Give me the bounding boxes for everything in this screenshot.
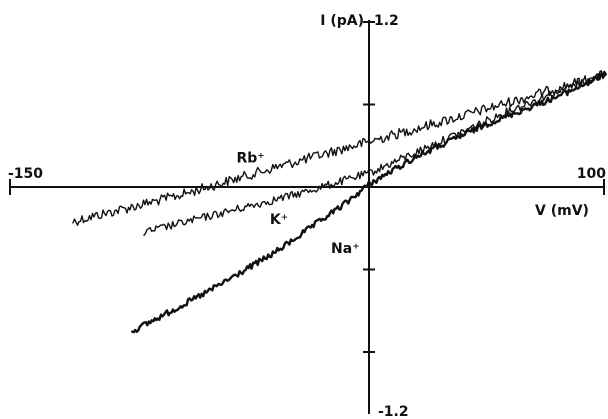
y-tick-label-max: 1.2 [374,13,399,29]
series-label-1: K⁺ [270,212,288,228]
y-axis-label: I (pA) [320,13,364,29]
traces [72,70,607,334]
labels: I (pA) V (mV) -150 100 1.2 -1.2 Rb⁺ K⁺ Na⁺ [8,13,606,419]
y-tick-label-min: -1.2 [378,404,409,419]
x-tick-label-min: -150 [8,166,43,182]
series-line-0 [72,70,607,226]
series-line-1 [143,72,607,237]
y-ticks [9,21,605,353]
series-label-2: Na⁺ [331,241,360,257]
x-tick-label-max: 100 [577,166,606,182]
series-label-0: Rb⁺ [236,150,264,166]
x-axis-label: V (mV) [535,203,589,219]
